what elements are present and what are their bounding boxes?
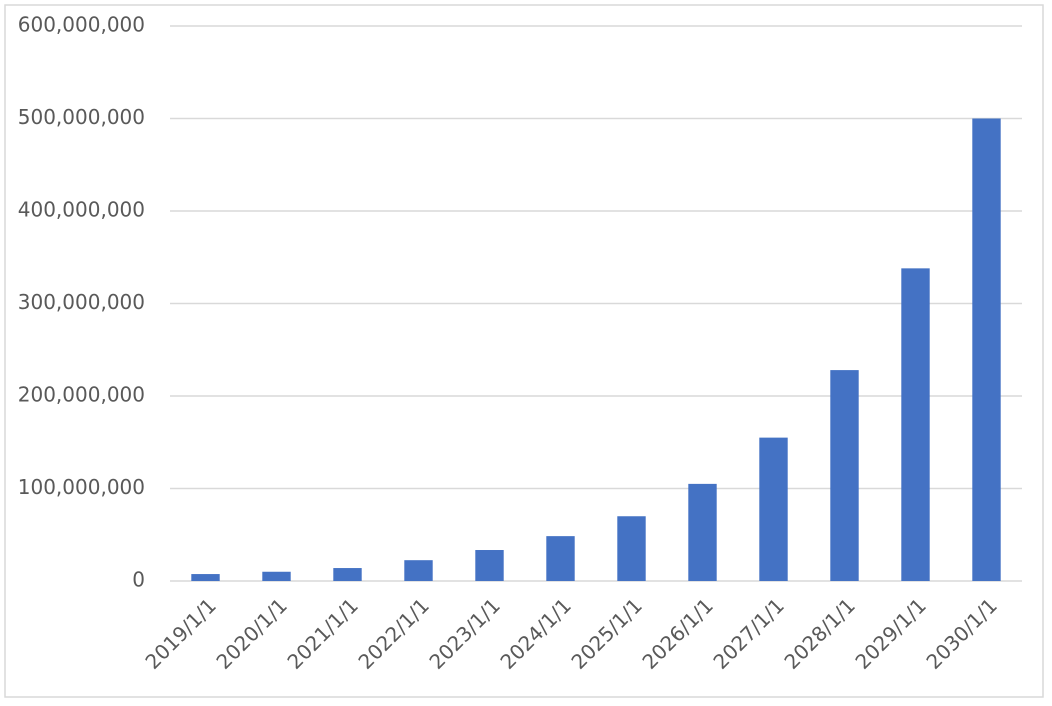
y-tick-label: 400,000,000 [18,198,145,222]
bar [333,568,362,581]
bar [688,483,717,581]
y-tick-label: 300,000,000 [18,290,145,314]
y-tick-label: 500,000,000 [18,105,145,129]
bar [830,370,859,581]
bar [191,574,220,581]
bar [404,560,433,581]
y-tick-label: 0 [132,568,145,592]
chart-border [4,4,1044,698]
bar [972,118,1001,581]
bar [546,536,575,581]
bar [617,516,646,581]
bar [475,550,504,581]
bar [759,437,788,581]
y-tick-label: 100,000,000 [18,475,145,499]
y-tick-label: 200,000,000 [18,383,145,407]
bar [262,571,291,581]
bar [901,268,930,581]
y-tick-label: 600,000,000 [18,13,145,37]
